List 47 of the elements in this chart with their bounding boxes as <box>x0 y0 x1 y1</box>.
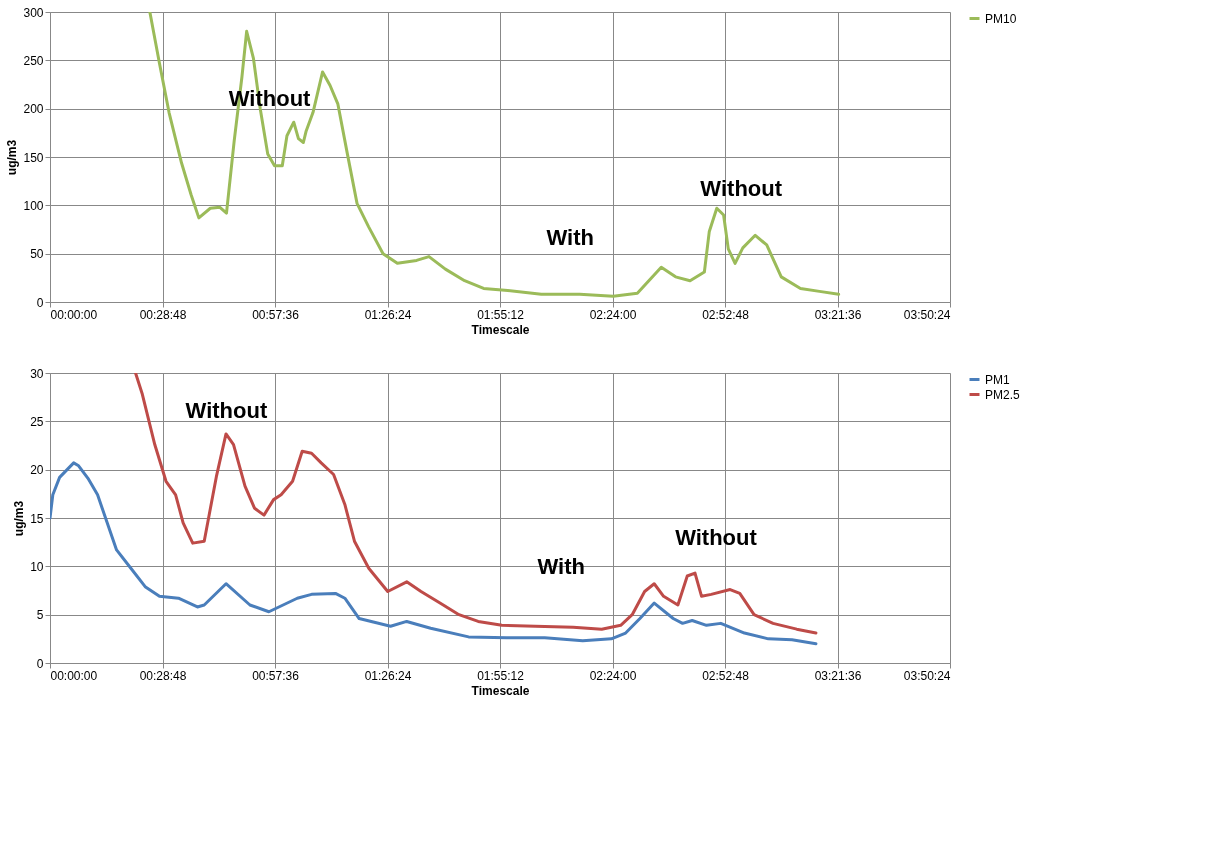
line-series <box>50 461 818 646</box>
x-tick-label: 02:24:00 <box>589 668 637 683</box>
y-tick-label: 150 <box>23 150 44 165</box>
x-tick-label: 03:50:24 <box>903 668 951 683</box>
annotation: Without <box>700 175 783 201</box>
y-tick-label: 10 <box>30 559 44 574</box>
x-axis-title: Timescale <box>471 322 530 337</box>
y-tick-label: 250 <box>23 53 44 68</box>
x-tick-label: 00:00:00 <box>50 307 98 322</box>
y-tick-label: 300 <box>23 5 44 20</box>
x-tick-label: 02:52:48 <box>702 307 750 322</box>
x-tick-label: 02:52:48 <box>702 668 750 683</box>
y-tick-label: 5 <box>36 608 44 623</box>
x-tick-label: 00:57:36 <box>252 307 300 322</box>
x-tick-label: 00:28:48 <box>139 668 187 683</box>
y-tick-label: 0 <box>36 656 44 671</box>
y-tick-label: 50 <box>30 247 44 262</box>
y-axis-title: ug/m3 <box>12 500 27 537</box>
legend-label: PM1 <box>985 372 1010 387</box>
y-tick-label: 0 <box>36 295 44 310</box>
annotation: Without <box>185 397 268 423</box>
y-tick-label: 100 <box>23 198 44 213</box>
line-series <box>148 12 841 298</box>
annotation: With <box>537 554 585 580</box>
y-tick-label: 20 <box>30 463 44 478</box>
x-tick-label: 03:50:24 <box>903 307 951 322</box>
x-tick-label: 03:21:36 <box>814 307 862 322</box>
line-series <box>134 373 818 635</box>
x-tick-label: 01:55:12 <box>477 668 525 683</box>
x-tick-label: 01:55:12 <box>477 307 525 322</box>
y-tick-label: 15 <box>30 511 44 526</box>
y-tick-label: 30 <box>30 366 44 381</box>
x-tick-label: 01:26:24 <box>364 307 412 322</box>
y-tick-label: 25 <box>30 414 44 429</box>
annotation: Without <box>675 525 758 551</box>
legend-label: PM2.5 <box>985 387 1021 402</box>
x-tick-label: 01:26:24 <box>364 668 412 683</box>
y-axis-title: ug/m3 <box>5 139 20 176</box>
y-tick-label: 200 <box>23 102 44 117</box>
x-tick-label: 02:24:00 <box>589 307 637 322</box>
x-tick-label: 00:00:00 <box>50 668 98 683</box>
x-tick-label: 00:57:36 <box>252 668 300 683</box>
x-tick-label: 03:21:36 <box>814 668 862 683</box>
legend-label: PM10 <box>985 11 1017 26</box>
x-axis-title: Timescale <box>471 683 530 698</box>
x-tick-label: 00:28:48 <box>139 307 187 322</box>
annotation: With <box>546 225 594 251</box>
